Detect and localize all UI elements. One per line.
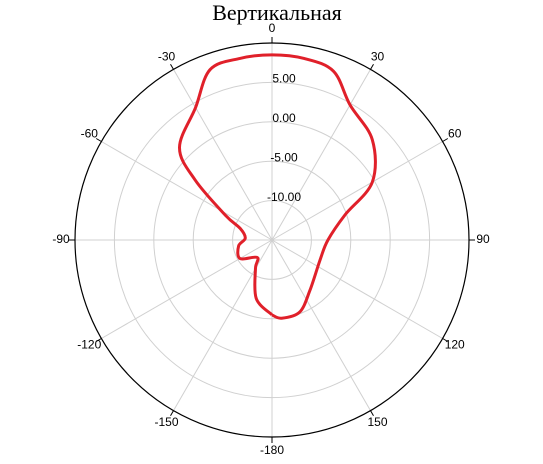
angle-label: -150 — [154, 415, 178, 429]
grid-spoke — [271, 141, 443, 241]
angle-label: 90 — [476, 232, 490, 246]
angle-tick — [95, 338, 102, 342]
r-tick-label: 0.00 — [272, 111, 296, 125]
r-tick-label: -5.00 — [270, 150, 298, 164]
angle-label: -60 — [81, 127, 99, 141]
r-tick-label: -10.00 — [267, 190, 301, 204]
angle-tick — [442, 338, 449, 342]
r-tick-label: 5.00 — [272, 72, 296, 86]
angle-label: 0 — [269, 21, 276, 35]
grid-spoke — [271, 239, 371, 411]
angle-label: -120 — [77, 338, 101, 352]
angle-tick — [170, 410, 174, 417]
pattern-line — [178, 53, 377, 320]
outer-circle — [74, 42, 470, 438]
angle-tick — [442, 138, 449, 142]
grid-spoke — [271, 69, 371, 241]
angle-label: 120 — [445, 338, 465, 352]
angle-label: -180 — [260, 443, 284, 457]
grid-spoke — [101, 239, 273, 339]
chart-title: Вертикальная — [212, 0, 342, 25]
angle-label: -90 — [52, 232, 70, 246]
angle-label: 30 — [371, 49, 385, 63]
grid-spoke — [271, 239, 443, 339]
angle-tick — [170, 63, 174, 70]
grid-spoke — [101, 141, 273, 241]
angle-label: -30 — [158, 49, 176, 63]
angle-tick — [370, 410, 374, 417]
angle-label: 60 — [448, 127, 462, 141]
angle-label: 150 — [367, 415, 387, 429]
grid-spoke — [173, 69, 273, 241]
angle-tick — [95, 138, 102, 142]
angle-tick — [370, 63, 374, 70]
